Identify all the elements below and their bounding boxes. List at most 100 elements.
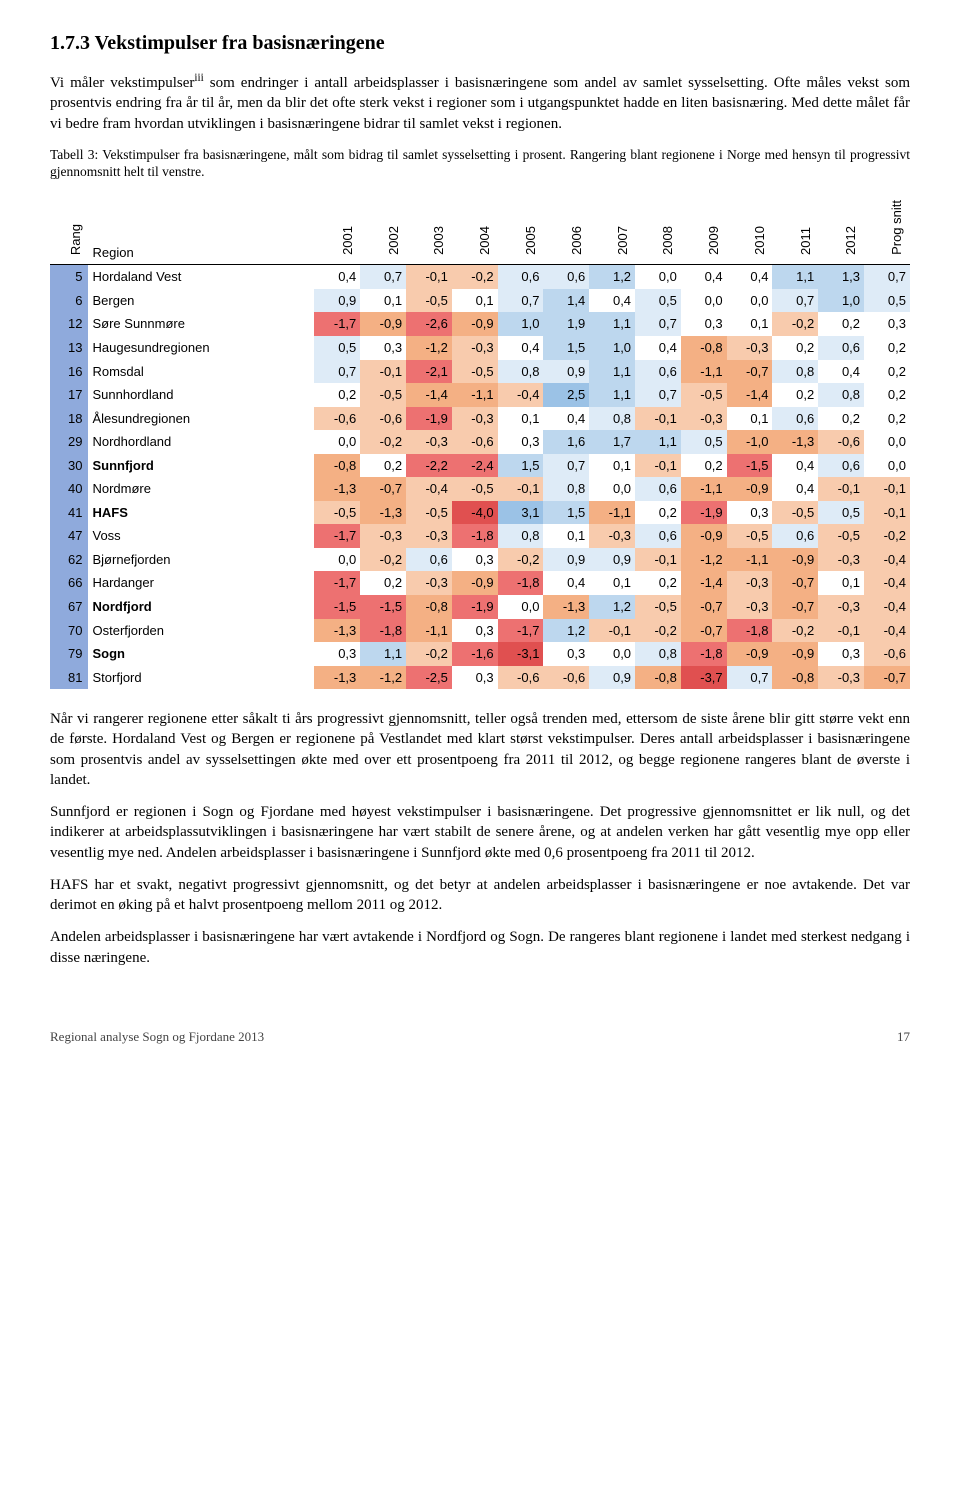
value-cell: -1,9 [681, 501, 727, 525]
value-cell: 0,5 [635, 289, 681, 313]
value-cell: 0,2 [635, 571, 681, 595]
value-cell: -1,5 [727, 454, 773, 478]
value-cell: -1,4 [406, 383, 452, 407]
value-cell: -1,8 [452, 524, 498, 548]
value-cell: -1,0 [727, 430, 773, 454]
prog-cell: -0,4 [864, 619, 910, 643]
table-row: 47Voss-1,7-0,3-0,3-1,80,80,1-0,30,6-0,9-… [50, 524, 910, 548]
value-cell: -0,5 [360, 383, 406, 407]
value-cell: 0,7 [635, 312, 681, 336]
region-cell: Nordmøre [88, 477, 314, 501]
value-cell: -0,3 [727, 336, 773, 360]
value-cell: 0,6 [772, 407, 818, 431]
table-header-row: Rang Region 2001 2002 2003 2004 2005 200… [50, 195, 910, 265]
value-cell: -1,1 [681, 360, 727, 384]
rank-cell: 12 [50, 312, 88, 336]
value-cell: -0,8 [406, 595, 452, 619]
value-cell: -0,3 [818, 548, 864, 572]
value-cell: 0,8 [498, 524, 544, 548]
value-cell: 2,5 [543, 383, 589, 407]
value-cell: 0,2 [818, 407, 864, 431]
table-row: 17Sunnhordland0,2-0,5-1,4-1,1-0,42,51,10… [50, 383, 910, 407]
value-cell: 0,8 [818, 383, 864, 407]
region-cell: Sogn [88, 642, 314, 666]
value-cell: -1,8 [727, 619, 773, 643]
rank-cell: 67 [50, 595, 88, 619]
value-cell: 1,1 [589, 383, 635, 407]
table-row: 18Ålesundregionen-0,6-0,6-1,9-0,30,10,40… [50, 407, 910, 431]
rank-cell: 81 [50, 666, 88, 690]
col-year: 2002 [360, 195, 406, 265]
body-paragraph: Når vi rangerer regionene etter såkalt t… [50, 709, 910, 790]
value-cell: 1,5 [543, 501, 589, 525]
value-cell: 0,8 [635, 642, 681, 666]
value-cell: 0,8 [589, 407, 635, 431]
region-cell: Bergen [88, 289, 314, 313]
col-prog: Prog snitt [864, 195, 910, 265]
value-cell: -0,6 [543, 666, 589, 690]
value-cell: 0,9 [314, 289, 360, 313]
value-cell: 0,2 [681, 454, 727, 478]
value-cell: -0,5 [406, 289, 452, 313]
value-cell: -0,7 [681, 619, 727, 643]
value-cell: 0,3 [360, 336, 406, 360]
value-cell: -1,3 [314, 666, 360, 690]
value-cell: -0,3 [589, 524, 635, 548]
value-cell: -0,2 [360, 430, 406, 454]
table-row: 6Bergen0,90,1-0,50,10,71,40,40,50,00,00,… [50, 289, 910, 313]
value-cell: -0,8 [635, 666, 681, 690]
prog-cell: 0,0 [864, 454, 910, 478]
table-row: 70Osterfjorden-1,3-1,8-1,10,3-1,71,2-0,1… [50, 619, 910, 643]
value-cell: 1,0 [589, 336, 635, 360]
value-cell: -0,1 [818, 619, 864, 643]
value-cell: 0,6 [818, 454, 864, 478]
value-cell: -1,7 [498, 619, 544, 643]
region-cell: Nordfjord [88, 595, 314, 619]
value-cell: -1,8 [681, 642, 727, 666]
value-cell: -0,1 [406, 265, 452, 289]
value-cell: 0,8 [498, 360, 544, 384]
prog-cell: 0,2 [864, 407, 910, 431]
value-cell: 0,3 [818, 642, 864, 666]
value-cell: 1,5 [543, 336, 589, 360]
prog-cell: 0,2 [864, 336, 910, 360]
value-cell: -1,3 [360, 501, 406, 525]
value-cell: 0,9 [543, 360, 589, 384]
value-cell: -0,7 [360, 477, 406, 501]
value-cell: 0,0 [314, 548, 360, 572]
table-row: 79Sogn0,31,1-0,2-1,6-3,10,30,00,8-1,8-0,… [50, 642, 910, 666]
region-cell: Romsdal [88, 360, 314, 384]
value-cell: 0,5 [314, 336, 360, 360]
value-cell: 0,0 [635, 265, 681, 289]
value-cell: -0,2 [772, 312, 818, 336]
value-cell: -0,7 [772, 571, 818, 595]
region-cell: Voss [88, 524, 314, 548]
value-cell: -1,3 [772, 430, 818, 454]
value-cell: 1,2 [589, 595, 635, 619]
prog-cell: 0,3 [864, 312, 910, 336]
value-cell: -0,5 [635, 595, 681, 619]
rank-cell: 5 [50, 265, 88, 289]
value-cell: 0,8 [543, 477, 589, 501]
value-cell: 0,1 [589, 454, 635, 478]
region-cell: Hordaland Vest [88, 265, 314, 289]
rank-cell: 18 [50, 407, 88, 431]
value-cell: -0,1 [635, 548, 681, 572]
value-cell: 1,2 [589, 265, 635, 289]
value-cell: -1,3 [543, 595, 589, 619]
value-cell: 1,7 [589, 430, 635, 454]
col-year: 2001 [314, 195, 360, 265]
col-year: 2004 [452, 195, 498, 265]
page-footer: Regional analyse Sogn og Fjordane 2013 1… [50, 1028, 910, 1046]
footnote-ref: iii [194, 72, 203, 84]
rank-cell: 66 [50, 571, 88, 595]
value-cell: -0,2 [406, 642, 452, 666]
value-cell: -1,4 [681, 571, 727, 595]
value-cell: -0,5 [681, 383, 727, 407]
value-cell: -0,9 [727, 642, 773, 666]
value-cell: 0,3 [543, 642, 589, 666]
value-cell: -0,9 [452, 571, 498, 595]
table-row: 81Storfjord-1,3-1,2-2,50,3-0,6-0,60,9-0,… [50, 666, 910, 690]
value-cell: -1,7 [314, 571, 360, 595]
prog-cell: -0,1 [864, 477, 910, 501]
